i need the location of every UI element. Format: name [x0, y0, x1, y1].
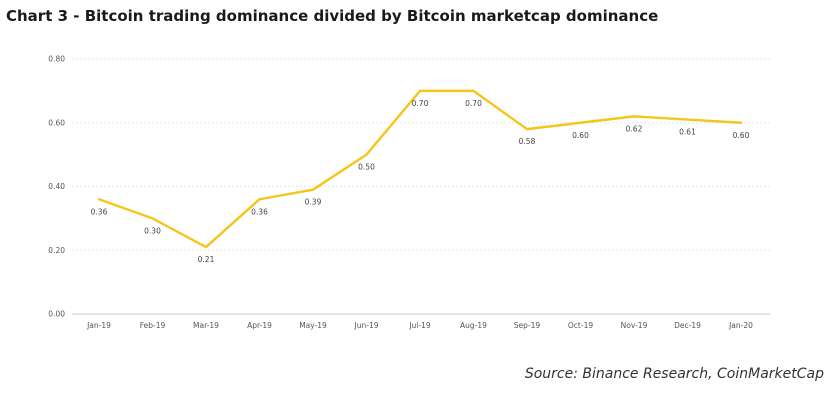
x-tick-label: Apr-19 — [247, 321, 272, 330]
y-tick-label: 0.00 — [48, 310, 65, 319]
series-line — [97, 89, 743, 249]
chart-title: Chart 3 - Bitcoin trading dominance divi… — [6, 7, 659, 25]
data-label: 0.70 — [412, 99, 429, 108]
y-tick-label: 0.60 — [48, 118, 65, 127]
data-label: 0.62 — [626, 124, 643, 133]
x-tick-label: Mar-19 — [193, 321, 219, 330]
x-tick-label: Jun-19 — [354, 321, 379, 330]
data-label: 0.60 — [572, 131, 589, 140]
x-tick-label: Jan-20 — [728, 321, 753, 330]
x-tick-label: Dec-19 — [674, 321, 701, 330]
data-label: 0.58 — [519, 137, 536, 146]
data-labels: 0.36 0.30 0.21 0.36 0.39 0.50 0.70 0.70 0.58 0.60… — [91, 99, 750, 264]
data-label: 0.60 — [733, 131, 750, 140]
x-tick-label: Jul-19 — [408, 321, 431, 330]
x-axis-ticks: Jan-19 Feb-19 Mar-19 Apr-19 May-19 Jun-19 Jul-… — [86, 321, 753, 330]
data-label: 0.36 — [251, 207, 268, 216]
data-label: 0.21 — [198, 255, 215, 264]
data-label: 0.30 — [144, 226, 161, 235]
y-tick-label: 0.80 — [48, 55, 65, 64]
grid-lines — [72, 58, 770, 315]
y-axis-ticks: 0.00 0.20 0.40 0.60 0.80 — [48, 55, 65, 319]
x-tick-label: Oct-19 — [568, 321, 593, 330]
data-label: 0.70 — [465, 99, 482, 108]
data-label: 0.50 — [358, 163, 375, 172]
x-tick-label: Nov-19 — [621, 321, 648, 330]
x-tick-label: Feb-19 — [140, 321, 166, 330]
x-tick-label: Aug-19 — [460, 321, 487, 330]
data-label: 0.61 — [679, 128, 696, 137]
source-note: Source: Binance Research, CoinMarketCap — [524, 366, 824, 382]
y-tick-label: 0.20 — [48, 246, 65, 255]
y-tick-label: 0.40 — [48, 182, 65, 191]
x-tick-label: Sep-19 — [514, 321, 541, 330]
data-label: 0.36 — [91, 207, 108, 216]
x-tick-label: May-19 — [299, 321, 327, 330]
x-tick-label: Jan-19 — [86, 321, 111, 330]
data-label: 0.39 — [305, 198, 322, 207]
series-line — [97, 89, 743, 249]
